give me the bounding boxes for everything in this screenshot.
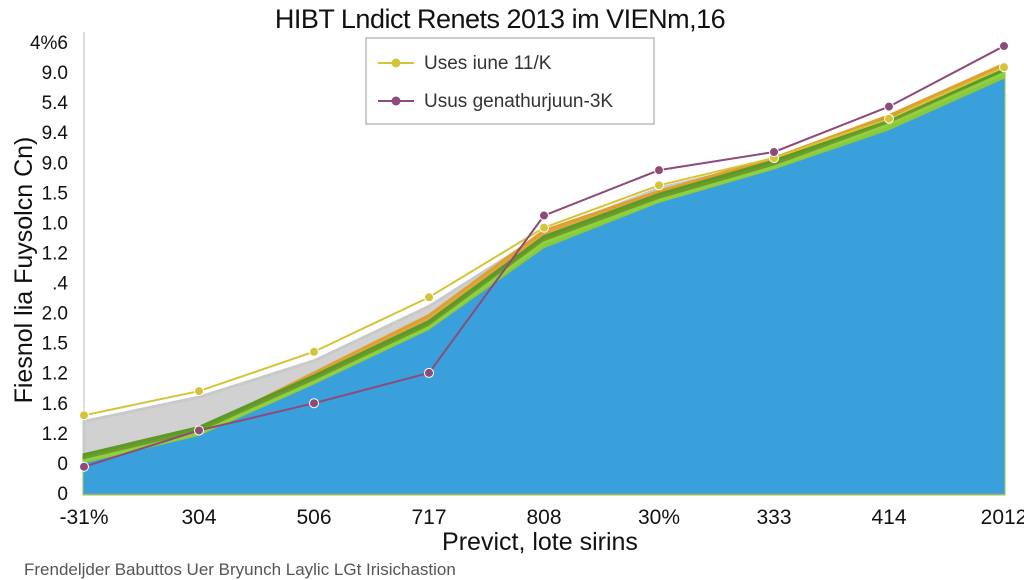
data-point — [539, 210, 549, 221]
area-fills — [82, 61, 1006, 496]
y-tick-label: 1.0 — [42, 213, 68, 234]
y-tick-label: 9.4 — [42, 123, 69, 144]
data-point — [884, 101, 894, 112]
y-tick-label: .4 — [52, 274, 68, 295]
data-point — [769, 146, 779, 157]
legend-box — [365, 37, 655, 125]
y-tick-label: 1.5 — [42, 334, 68, 355]
x-tick-label: 808 — [526, 506, 561, 529]
x-tick-label: 506 — [296, 506, 331, 529]
data-point — [309, 346, 319, 357]
legend: Uses iune 11/K Usus genathurjuun-3K — [365, 37, 655, 125]
x-axis: -31% 304 506 717 808 30% 333 414 2012 — [59, 493, 1024, 529]
x-tick-label: 717 — [411, 506, 446, 529]
data-point — [309, 398, 319, 409]
data-point — [654, 180, 664, 191]
data-point — [194, 386, 204, 397]
x-tick-label: -31% — [59, 506, 108, 529]
data-point — [654, 165, 664, 176]
y-tick-label: 1.6 — [42, 394, 68, 415]
x-tick-label: 304 — [181, 506, 216, 529]
x-tick-label: 30% — [638, 506, 680, 529]
x-tick-label: 333 — [756, 506, 791, 529]
series-markers — [79, 41, 1009, 472]
legend-entry-label: Usus genathurjuun-3K — [424, 91, 613, 112]
data-point — [999, 62, 1009, 73]
x-axis-label: Previct, lote sirins — [442, 528, 638, 556]
y-tick-label: 1.2 — [42, 243, 68, 264]
y-tick-label: 9.0 — [42, 63, 68, 84]
data-point — [79, 410, 89, 421]
legend-entry-label: Uses iune 11/K — [424, 53, 552, 74]
chart-title: HIBT Lndict Renets 2013 im VIENm,16 — [274, 4, 726, 34]
source-note: Frendeljder Babuttos Uer Bryunch Laylic … — [24, 560, 456, 579]
y-tick-label: 1.2 — [42, 364, 68, 385]
y-tick-label: 2.0 — [42, 304, 68, 325]
y-tick-label: 0 — [57, 484, 68, 505]
data-point — [999, 41, 1009, 52]
data-point — [884, 113, 894, 124]
y-axis-label: Fiesnol lia Fuysolcn Cn) — [10, 136, 38, 404]
area-fill — [83, 78, 1005, 495]
y-axis: 4%6 9.0 5.4 9.4 9.0 1.5 1.0 1.2 .4 2.0 1.5 1.2 1.6 1.… — [30, 32, 85, 505]
data-point — [194, 425, 204, 436]
legend-swatch-marker — [391, 96, 401, 106]
y-tick-label: 0 — [57, 454, 68, 475]
x-tick-label: 2012 — [981, 506, 1024, 529]
legend-swatch-marker — [391, 58, 401, 68]
y-tick-label: 1.5 — [42, 183, 68, 204]
y-tick-label: 9.0 — [42, 153, 68, 174]
x-tick-label: 414 — [871, 506, 906, 529]
y-tick-label: 5.4 — [42, 93, 69, 114]
y-tick-label: 1.2 — [42, 424, 68, 445]
data-point — [424, 367, 434, 378]
y-tick-label: 4%6 — [30, 33, 68, 54]
data-point — [79, 461, 89, 472]
data-point — [424, 292, 434, 303]
data-point — [539, 222, 549, 233]
